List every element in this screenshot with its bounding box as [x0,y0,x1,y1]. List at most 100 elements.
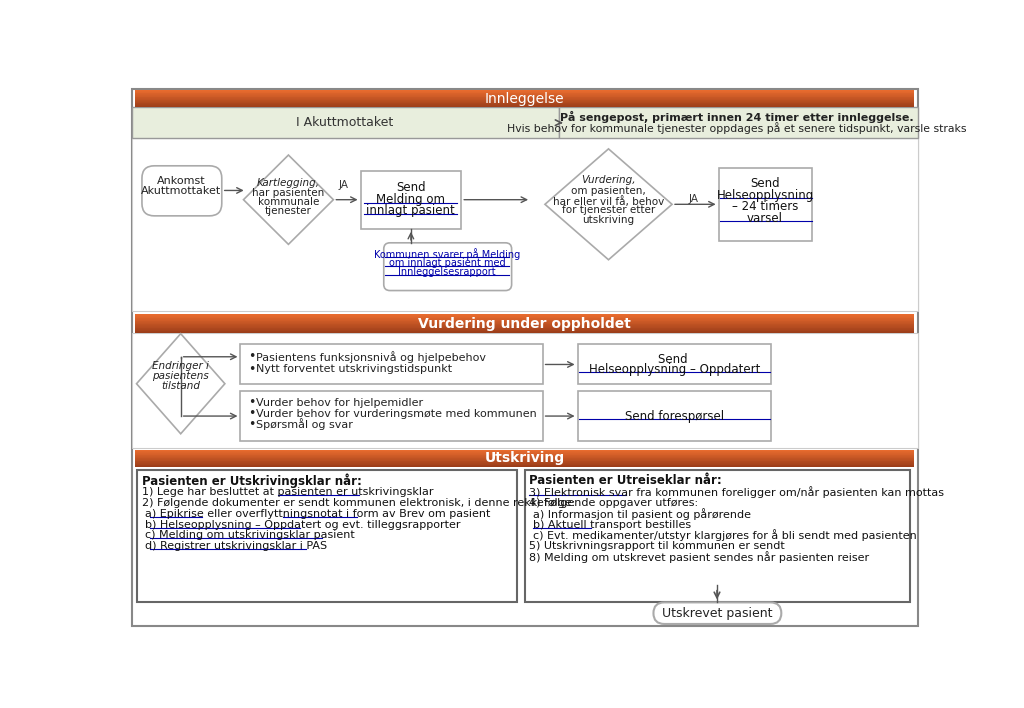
Text: tilstand: tilstand [161,381,201,391]
Text: •: • [248,362,256,375]
FancyBboxPatch shape [241,391,543,440]
Text: JA: JA [689,194,698,204]
FancyBboxPatch shape [135,98,913,99]
Text: 3) Elektronisk svar fra kommunen foreligger om/når pasienten kan mottas: 3) Elektronisk svar fra kommunen forelig… [529,486,944,498]
FancyBboxPatch shape [135,459,913,460]
Text: Send: Send [396,181,426,194]
FancyBboxPatch shape [578,391,771,440]
FancyBboxPatch shape [135,91,913,92]
FancyBboxPatch shape [524,470,910,603]
FancyBboxPatch shape [132,138,918,312]
FancyBboxPatch shape [135,457,913,458]
FancyBboxPatch shape [559,108,918,138]
FancyBboxPatch shape [135,451,913,452]
FancyBboxPatch shape [137,470,517,603]
FancyBboxPatch shape [135,314,913,315]
Text: Vurdering,: Vurdering, [582,176,636,185]
FancyBboxPatch shape [135,458,913,459]
FancyBboxPatch shape [135,453,913,454]
FancyBboxPatch shape [578,345,771,384]
Text: JA: JA [339,180,348,190]
Text: for tjenester etter: for tjenester etter [562,205,655,215]
FancyBboxPatch shape [135,319,913,320]
FancyBboxPatch shape [135,328,913,329]
FancyBboxPatch shape [132,333,918,448]
Text: Vurdering under oppholdet: Vurdering under oppholdet [419,316,631,331]
FancyBboxPatch shape [135,323,913,324]
Text: Kommunen svarer på Melding: Kommunen svarer på Melding [374,248,520,260]
Text: Vurder behov for vurderingsmøte med kommunen: Vurder behov for vurderingsmøte med komm… [256,409,537,418]
FancyBboxPatch shape [135,466,913,467]
FancyBboxPatch shape [135,92,913,93]
Text: Send: Send [751,177,780,190]
Text: •: • [248,396,256,409]
Text: 2) Følgende dokumenter er sendt kommunen elektronisk, i denne rekkefølge:: 2) Følgende dokumenter er sendt kommunen… [142,498,575,508]
FancyBboxPatch shape [135,101,913,102]
Text: c) Melding om utskrivingsklar pasient: c) Melding om utskrivingsklar pasient [145,530,354,540]
Text: c) Evt. medikamenter/utstyr klargjøres for å bli sendt med pasienten: c) Evt. medikamenter/utstyr klargjøres f… [532,530,916,542]
Text: På sengepost, primært innen 24 timer etter innleggelse.: På sengepost, primært innen 24 timer ett… [560,111,914,123]
FancyBboxPatch shape [132,108,559,138]
Text: Melding om: Melding om [377,193,445,206]
FancyBboxPatch shape [132,88,918,627]
FancyBboxPatch shape [135,454,913,455]
FancyBboxPatch shape [135,462,913,463]
FancyBboxPatch shape [653,603,781,624]
Text: Send forespørsel: Send forespørsel [625,409,724,423]
Text: 1) Lege har besluttet at pasienten er utskrivingsklar: 1) Lege har besluttet at pasienten er ut… [142,487,433,497]
FancyBboxPatch shape [135,316,913,317]
FancyBboxPatch shape [135,100,913,101]
Text: om pasienten,: om pasienten, [571,186,646,196]
Text: utskriving: utskriving [583,215,635,225]
Text: Utskriving: Utskriving [484,452,565,465]
Text: – 24 timers: – 24 timers [732,200,799,213]
FancyBboxPatch shape [135,96,913,97]
FancyBboxPatch shape [135,320,913,321]
Text: kommunale: kommunale [258,197,319,207]
FancyBboxPatch shape [135,325,913,326]
Text: a) Epikrise eller overflyttningsnotat i form av Brev om pasient: a) Epikrise eller overflyttningsnotat i … [145,509,490,519]
Text: varsel: varsel [748,212,783,224]
FancyBboxPatch shape [135,450,913,451]
Text: Innleggelsesrapport: Innleggelsesrapport [398,267,496,277]
FancyBboxPatch shape [142,166,222,216]
Text: 5) Utskrivningsrapport til kommunen er sendt: 5) Utskrivningsrapport til kommunen er s… [529,541,785,552]
Text: •: • [248,350,256,363]
FancyBboxPatch shape [135,456,913,457]
Text: om innlagt pasient med: om innlagt pasient med [389,258,506,268]
Text: har pasienten: har pasienten [252,188,325,198]
Text: Pasienten er Utreiseklar når:: Pasienten er Utreiseklar når: [529,474,722,487]
Polygon shape [244,155,334,244]
FancyBboxPatch shape [135,465,913,466]
Text: Endringer i: Endringer i [153,361,209,371]
Text: d) Registrer utskrivingsklar i PAS: d) Registrer utskrivingsklar i PAS [145,541,328,552]
Text: Innleggelse: Innleggelse [485,92,564,105]
Text: Akuttmottaket: Akuttmottaket [141,186,221,196]
Text: 4) Følgende oppgaver utføres:: 4) Følgende oppgaver utføres: [529,498,698,508]
Text: Hvis behov for kommunale tjenester oppdages på et senere tidspunkt, varsle strak: Hvis behov for kommunale tjenester oppda… [508,122,967,134]
FancyBboxPatch shape [360,171,461,229]
Polygon shape [136,333,225,434]
FancyBboxPatch shape [135,93,913,94]
FancyBboxPatch shape [135,331,913,332]
FancyBboxPatch shape [135,321,913,322]
FancyBboxPatch shape [135,460,913,461]
Text: Utskrevet pasient: Utskrevet pasient [662,607,772,620]
Text: b) Helseopplysning – Oppdatert og evt. tilleggsrapporter: b) Helseopplysning – Oppdatert og evt. t… [145,520,461,530]
FancyBboxPatch shape [135,463,913,464]
FancyBboxPatch shape [135,332,913,333]
Text: tjenester: tjenester [265,206,312,216]
Text: innlagt pasient: innlagt pasient [367,204,456,217]
Text: Pasienten er Utskrivingsklar når:: Pasienten er Utskrivingsklar når: [142,474,361,488]
FancyBboxPatch shape [135,464,913,465]
FancyBboxPatch shape [135,103,913,104]
Text: •: • [248,407,256,421]
Text: Helseopplysning: Helseopplysning [717,188,814,202]
FancyBboxPatch shape [135,317,913,319]
FancyBboxPatch shape [135,97,913,98]
Text: 8) Melding om utskrevet pasient sendes når pasienten reiser: 8) Melding om utskrevet pasient sendes n… [529,551,869,563]
FancyBboxPatch shape [135,106,913,108]
FancyBboxPatch shape [135,104,913,105]
FancyBboxPatch shape [135,99,913,100]
Text: Spørsmål og svar: Spørsmål og svar [256,418,352,430]
